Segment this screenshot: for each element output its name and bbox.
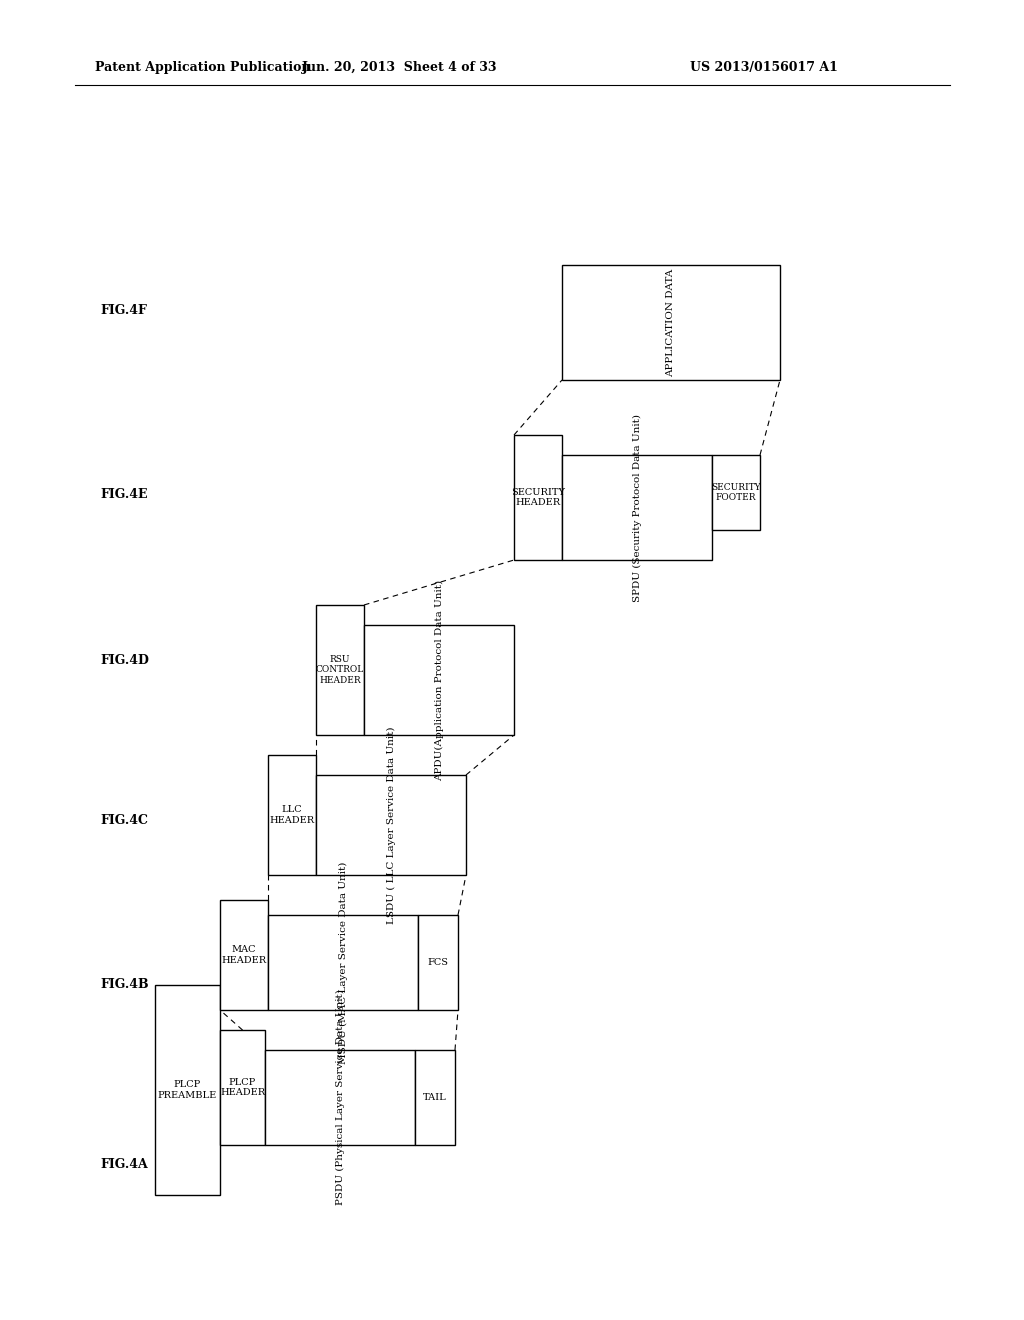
Bar (316, 775, 466, 875)
Bar (415, 1049, 455, 1144)
Bar (316, 605, 364, 735)
Text: FIG.4A: FIG.4A (100, 1159, 147, 1172)
Text: RSU
CONTROL
HEADER: RSU CONTROL HEADER (315, 655, 365, 685)
Text: APPLICATION DATA: APPLICATION DATA (667, 268, 676, 376)
Bar (418, 915, 458, 1010)
Text: SECURITY
HEADER: SECURITY HEADER (511, 488, 565, 507)
Text: Patent Application Publication: Patent Application Publication (95, 62, 310, 74)
Bar (268, 755, 316, 875)
Text: FIG.4B: FIG.4B (100, 978, 148, 991)
Bar (562, 455, 712, 560)
Bar (220, 1030, 265, 1144)
Text: US 2013/0156017 A1: US 2013/0156017 A1 (690, 62, 838, 74)
Bar (220, 900, 268, 1010)
Text: LSDU ( LLC Layer Service Data Unit): LSDU ( LLC Layer Service Data Unit) (386, 726, 395, 924)
Text: FIG.4F: FIG.4F (100, 304, 146, 317)
Bar (562, 265, 780, 380)
Bar (155, 985, 220, 1195)
Bar (265, 1049, 415, 1144)
Text: MAC
HEADER: MAC HEADER (221, 945, 266, 965)
Text: SPDU (Security Protocol Data Unit): SPDU (Security Protocol Data Unit) (633, 413, 642, 602)
Text: FCS: FCS (427, 958, 449, 968)
Text: FIG.4D: FIG.4D (100, 653, 148, 667)
Text: Jun. 20, 2013  Sheet 4 of 33: Jun. 20, 2013 Sheet 4 of 33 (302, 62, 498, 74)
Text: PLCP
HEADER: PLCP HEADER (220, 1078, 265, 1097)
Bar (364, 624, 514, 735)
Text: MSDU (MAC Layer Service Data Unit): MSDU (MAC Layer Service Data Unit) (339, 862, 347, 1064)
Text: LLC
HEADER: LLC HEADER (269, 805, 314, 825)
Text: PSDU (Physical Layer Service Data Unit): PSDU (Physical Layer Service Data Unit) (336, 990, 344, 1205)
Bar (268, 915, 418, 1010)
Text: FIG.4C: FIG.4C (100, 813, 148, 826)
Text: PLCP
PREAMBLE: PLCP PREAMBLE (158, 1080, 217, 1100)
Bar (514, 436, 562, 560)
Text: SECURITY
FOOTER: SECURITY FOOTER (712, 483, 761, 502)
Bar (712, 455, 760, 531)
Text: APDU(Application Protocol Data Unit): APDU(Application Protocol Data Unit) (434, 579, 443, 780)
Text: FIG.4E: FIG.4E (100, 488, 147, 502)
Text: TAIL: TAIL (423, 1093, 446, 1102)
